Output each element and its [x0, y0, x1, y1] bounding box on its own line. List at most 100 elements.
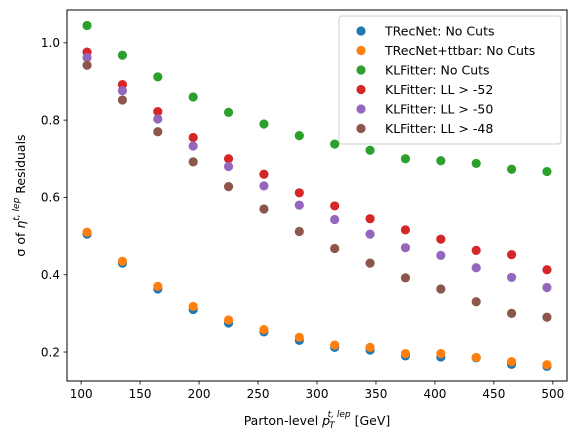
x-axis-ticks: 100 150 200 250 300 350 400 450 500 [70, 381, 564, 401]
data-point [542, 166, 552, 177]
data-point [400, 348, 411, 359]
data-point [223, 107, 234, 118]
data-point [436, 284, 446, 294]
data-point [82, 52, 92, 63]
data-points [82, 20, 552, 371]
data-point [471, 352, 481, 363]
data-point [330, 243, 340, 254]
legend-marker [356, 45, 366, 56]
data-point [259, 325, 269, 335]
data-point [223, 154, 234, 164]
x-tick-label: 400 [423, 387, 446, 401]
data-point [400, 154, 411, 164]
data-point [188, 141, 198, 151]
data-point [330, 340, 340, 350]
y-tick-label: 0.6 [41, 191, 60, 205]
data-point [365, 145, 375, 155]
plot-frame [66, 9, 568, 382]
y-axis-label: σ of ηt, lep Residuals [12, 134, 28, 256]
data-point [223, 182, 234, 192]
y-tick-label: 0.8 [41, 113, 60, 127]
data-point [294, 188, 304, 198]
series-points [82, 227, 552, 370]
data-point [471, 297, 481, 307]
data-point [117, 86, 128, 96]
y-tick-label: 1.0 [41, 36, 60, 50]
data-point [542, 312, 552, 322]
legend-label: KLFitter: LL > -50 [385, 102, 493, 117]
data-point [542, 282, 552, 293]
data-point [365, 214, 375, 224]
data-point [153, 72, 163, 82]
data-point [82, 20, 92, 31]
data-point [542, 265, 552, 275]
data-point [294, 200, 304, 210]
data-point [400, 225, 411, 235]
data-point [223, 315, 234, 325]
data-point [471, 263, 481, 273]
data-point [82, 60, 92, 70]
legend: TRecNet: No Cuts TRecNet+ttbar: No Cuts KL… [338, 15, 562, 145]
legend-marker [356, 84, 366, 95]
data-point [365, 229, 375, 239]
data-point [153, 281, 163, 291]
series-points [82, 52, 552, 293]
data-point [153, 114, 163, 124]
data-point [400, 243, 411, 253]
x-tick-label: 200 [188, 387, 211, 401]
x-tick-label: 500 [541, 387, 564, 401]
data-point [259, 204, 269, 214]
data-point [153, 127, 163, 137]
data-point [365, 342, 375, 352]
data-point [259, 169, 269, 179]
x-tick-label: 350 [365, 387, 388, 401]
data-point [471, 245, 481, 255]
data-point [436, 234, 446, 244]
legend-marker [356, 26, 366, 36]
data-point [294, 226, 304, 237]
data-point [259, 119, 269, 129]
series-points [82, 60, 552, 322]
data-point [400, 273, 411, 283]
legend-label: KLFitter: LL > -48 [385, 121, 493, 136]
data-point [506, 357, 517, 367]
data-point [294, 332, 304, 342]
data-point [82, 227, 92, 237]
data-point [117, 50, 128, 60]
y-tick-label: 0.2 [41, 345, 60, 359]
data-point [117, 95, 128, 105]
y-tick-label: 0.4 [41, 268, 60, 282]
data-point [188, 132, 198, 143]
x-tick-label: 100 [70, 387, 93, 401]
legend-label: TRecNet+ttbar: No Cuts [384, 43, 535, 58]
data-point [188, 157, 198, 167]
data-point [365, 258, 375, 268]
data-point [330, 139, 340, 149]
data-point [506, 164, 517, 174]
data-point [471, 158, 481, 169]
x-tick-label: 250 [247, 387, 270, 401]
x-tick-label: 150 [129, 387, 152, 401]
y-axis-ticks: 0.2 0.4 0.6 0.8 1.0 [41, 36, 67, 359]
data-point [259, 181, 269, 191]
data-point [436, 348, 446, 359]
data-point [153, 107, 163, 117]
legend-marker [356, 104, 366, 114]
data-point [506, 250, 517, 260]
data-point [188, 92, 198, 102]
x-axis-label: Parton-level pTt, lep [GeV] [244, 410, 391, 431]
data-point [506, 308, 517, 318]
series-points [82, 20, 552, 177]
x-tick-label: 300 [306, 387, 329, 401]
legend-marker [356, 123, 366, 134]
legend-label: KLFitter: No Cuts [385, 63, 490, 78]
data-point [117, 256, 128, 266]
legend-box [338, 15, 562, 145]
data-point [294, 130, 304, 141]
x-tick-label: 450 [482, 387, 505, 401]
legend-label: TRecNet: No Cuts [384, 24, 495, 39]
legend-marker [356, 65, 366, 75]
data-point [436, 156, 446, 166]
data-point [330, 214, 340, 225]
